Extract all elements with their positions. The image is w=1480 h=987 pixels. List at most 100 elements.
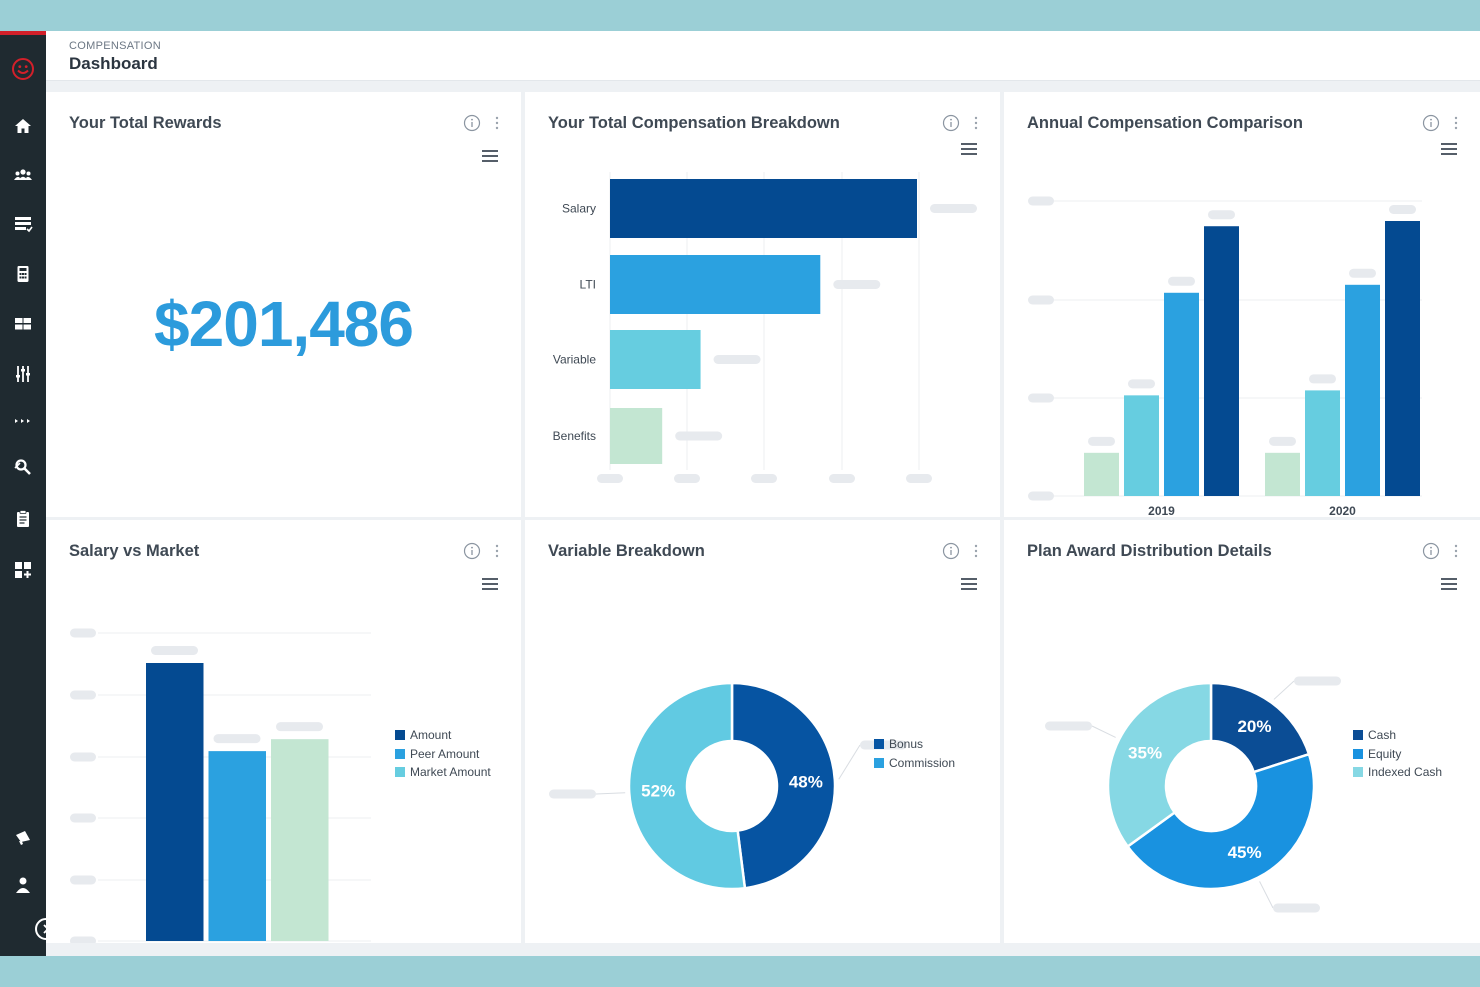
legend-label: Commission	[889, 755, 956, 770]
value-label-placeholder	[1128, 379, 1155, 389]
legend-item[interactable]: Bonus	[874, 735, 955, 754]
page-header: COMPENSATION Dashboard	[46, 31, 1480, 81]
info-icon[interactable]	[942, 114, 960, 132]
card-title: Your Total Rewards	[69, 114, 222, 132]
legend-item[interactable]: Market Amount	[395, 763, 491, 782]
bar	[1204, 226, 1239, 496]
user-icon[interactable]	[11, 873, 35, 897]
grid-icon[interactable]	[11, 312, 35, 336]
slice-value-label: 35%	[1128, 743, 1162, 762]
legend-swatch	[395, 767, 405, 778]
breadcrumb[interactable]: COMPENSATION	[69, 40, 162, 52]
y-tick-label: Variable	[553, 353, 596, 367]
variable-breakdown-card: Variable Breakdown 48% 52% Bonus Commissi…	[525, 520, 1000, 943]
hamburger-menu-icon[interactable]	[960, 577, 978, 591]
value-label-placeholder	[675, 431, 723, 441]
value-label-placeholder	[1168, 276, 1195, 286]
value-label-placeholder	[833, 280, 881, 289]
bar	[610, 330, 701, 389]
annual-comparison-card: Annual Compensation Comparison 2019 2020	[1004, 92, 1480, 517]
kebab-menu-icon[interactable]	[493, 542, 501, 560]
info-icon[interactable]	[942, 542, 960, 560]
value-label-placeholder	[1088, 436, 1115, 446]
value-label-placeholder	[151, 646, 198, 655]
value-label-placeholder	[1309, 374, 1336, 384]
value-label-placeholder	[1208, 210, 1235, 220]
salary-vs-market-card: Salary vs Market Amount Peer Amount Mark…	[46, 520, 521, 943]
plan-award-card: Plan Award Distribution Details 20% 45% 35…	[1004, 520, 1480, 943]
hamburger-menu-icon[interactable]	[1440, 577, 1458, 591]
megaphone-icon[interactable]	[11, 825, 35, 849]
team-icon[interactable]	[11, 163, 35, 187]
donut-slice	[1125, 752, 1316, 891]
legend-swatch	[874, 757, 884, 768]
value-label-placeholder	[1349, 268, 1376, 278]
y-tick-placeholder	[1028, 295, 1054, 305]
legend-label: Cash	[1368, 728, 1397, 743]
label-connector	[1091, 725, 1116, 738]
logo-icon[interactable]	[11, 57, 35, 81]
card-title: Plan Award Distribution Details	[1027, 542, 1272, 560]
kebab-menu-icon[interactable]	[1452, 542, 1460, 560]
y-tick-placeholder	[70, 628, 96, 638]
legend-item[interactable]: Equity	[1353, 745, 1442, 764]
bar	[1305, 390, 1340, 496]
kebab-menu-icon[interactable]	[1452, 114, 1460, 132]
sliders-icon[interactable]	[11, 362, 35, 386]
label-connector	[838, 744, 861, 780]
y-tick-placeholder	[70, 813, 96, 823]
hamburger-menu-icon[interactable]	[481, 149, 499, 163]
hamburger-menu-icon[interactable]	[481, 577, 499, 591]
add-widget-icon[interactable]	[11, 558, 35, 582]
value-label-placeholder	[213, 734, 261, 744]
legend-label: Bonus	[889, 737, 924, 752]
variable-legend: Bonus Commission	[874, 735, 955, 772]
info-icon[interactable]	[1422, 542, 1440, 560]
legend-item[interactable]: Amount	[395, 726, 491, 745]
hamburger-menu-icon[interactable]	[1440, 142, 1458, 156]
y-tick-placeholder	[1028, 393, 1054, 403]
total-rewards-value: $201,486	[154, 288, 414, 360]
donut-slice	[730, 681, 837, 890]
legend-item[interactable]: Indexed Cash	[1353, 763, 1442, 782]
slice-value-label: 48%	[789, 772, 823, 791]
list-icon[interactable]	[11, 212, 35, 236]
bar	[208, 751, 266, 941]
plan-award-donut: 20% 45% 35%	[1045, 676, 1341, 913]
clipboard-icon[interactable]	[11, 507, 35, 531]
legend-swatch	[1353, 730, 1363, 741]
y-tick-label: Benefits	[553, 429, 596, 443]
value-label-placeholder	[1269, 436, 1296, 446]
variable-breakdown-donut: 48% 52%	[549, 681, 907, 891]
kebab-menu-icon[interactable]	[972, 114, 980, 132]
bar	[1345, 284, 1380, 496]
label-connector	[1273, 680, 1295, 700]
legend-swatch	[1353, 748, 1363, 759]
hamburger-menu-icon[interactable]	[960, 142, 978, 156]
kebab-menu-icon[interactable]	[493, 114, 501, 132]
breakdown-bar-chart: Salary LTI Variable Benefits	[553, 172, 977, 483]
kebab-menu-icon[interactable]	[972, 542, 980, 560]
value-label-placeholder	[276, 722, 323, 732]
info-icon[interactable]	[1422, 114, 1440, 132]
card-title: Variable Breakdown	[548, 542, 705, 560]
card-title: Salary vs Market	[69, 542, 200, 560]
legend-item[interactable]: Peer Amount	[395, 745, 491, 764]
info-icon[interactable]	[463, 542, 481, 560]
home-icon[interactable]	[11, 114, 35, 138]
bar	[610, 255, 821, 314]
bar	[1265, 452, 1300, 496]
info-icon[interactable]	[463, 114, 481, 132]
more-icon[interactable]	[11, 409, 35, 433]
label-connector	[595, 792, 626, 795]
x-tick-placeholder	[829, 474, 855, 483]
slice-label-placeholder	[1045, 721, 1092, 731]
donut-slice	[1106, 681, 1213, 849]
calculator-icon[interactable]	[11, 262, 35, 286]
legend-label: Equity	[1368, 746, 1402, 761]
total-rewards-card: Your Total Rewards $201,486	[46, 92, 521, 517]
legend-item[interactable]: Cash	[1353, 726, 1442, 745]
legend-item[interactable]: Commission	[874, 754, 955, 773]
bar	[1124, 395, 1159, 496]
search-tool-icon[interactable]	[11, 455, 35, 479]
